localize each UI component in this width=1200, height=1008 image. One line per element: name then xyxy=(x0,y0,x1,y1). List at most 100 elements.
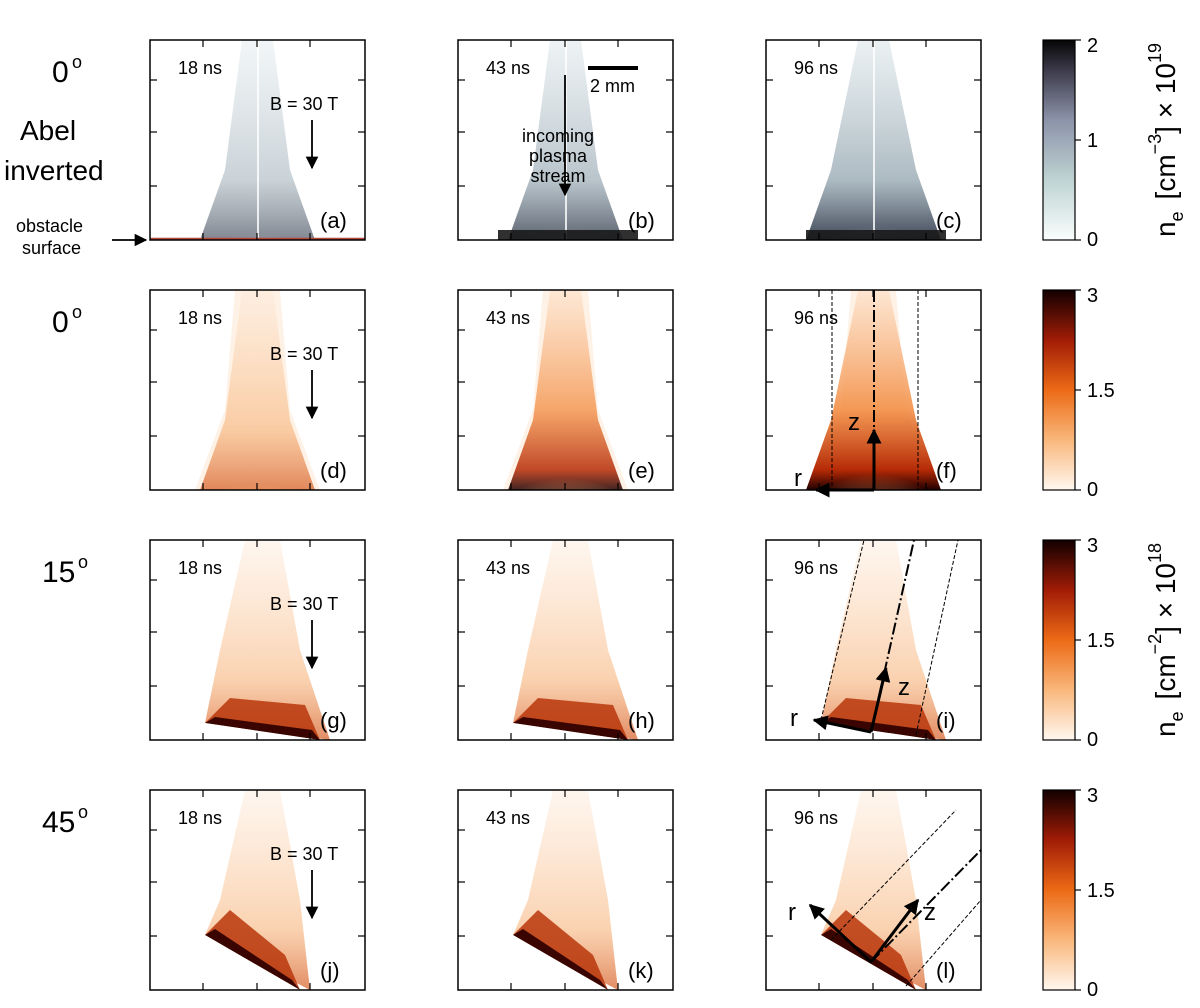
plume-base xyxy=(491,430,641,490)
colorbar-3: 31.50 xyxy=(1042,535,1115,751)
colorbar-max: 3 xyxy=(1087,535,1098,557)
field-label: B = 30 T xyxy=(270,594,338,614)
incoming-label-1: incoming xyxy=(522,126,594,146)
time-label: 43 ns xyxy=(486,308,530,328)
panel-h: 43 ns (h) xyxy=(457,539,674,741)
panel-f: 96 ns (f) z r xyxy=(765,289,982,498)
svg-text:o: o xyxy=(72,302,82,322)
z-label: z xyxy=(848,409,860,436)
units-label-column: ne[cm−2] × 1018 xyxy=(1145,543,1187,737)
obstacle-surface-annotation: obstacle surface xyxy=(16,216,148,258)
panel-e: 43 ns (e) xyxy=(457,289,674,491)
field-label: B = 30 T xyxy=(270,344,338,364)
z-arrow xyxy=(869,898,920,963)
svg-text:Abel: Abel xyxy=(20,115,76,146)
scale-bar-label: 2 mm xyxy=(590,76,635,96)
colorbar-max: 3 xyxy=(1087,285,1098,307)
panel-letter: (b) xyxy=(628,208,655,233)
time-label: 96 ns xyxy=(794,558,838,578)
time-label: 96 ns xyxy=(794,808,838,828)
svg-text:15: 15 xyxy=(42,556,75,589)
axis-line xyxy=(870,849,982,963)
panel-d: 18 ns (d) B = 30 T xyxy=(149,289,366,491)
guide-line xyxy=(915,539,959,736)
colorbar-mid: 1.5 xyxy=(1087,630,1115,652)
svg-text:ne[cm−2] × 1018: ne[cm−2] × 1018 xyxy=(1145,543,1187,737)
colorbar-gradient xyxy=(1042,539,1076,741)
time-label: 18 ns xyxy=(178,808,222,828)
panel-letter: (g) xyxy=(320,708,347,733)
colorbar-mid: 1.5 xyxy=(1087,380,1115,402)
colorbar-max: 3 xyxy=(1087,785,1098,807)
colorbar-gradient xyxy=(1042,289,1076,491)
surface-noise xyxy=(806,230,946,240)
r-arrow xyxy=(808,903,873,964)
r-label: r xyxy=(788,899,796,926)
svg-text:surface: surface xyxy=(22,238,81,258)
colorbar-max: 2 xyxy=(1087,35,1098,57)
r-label: r xyxy=(794,465,802,492)
time-label: 43 ns xyxy=(486,58,530,78)
incoming-label-2: plasma xyxy=(529,146,588,166)
time-label: 96 ns xyxy=(794,308,838,328)
z-label: z xyxy=(924,899,936,926)
surface-noise xyxy=(498,230,638,240)
field-label: B = 30 T xyxy=(270,844,338,864)
svg-text:o: o xyxy=(78,552,88,572)
plume-base xyxy=(203,460,313,490)
obstacle-wedge xyxy=(513,935,608,990)
surface-dense xyxy=(513,717,628,740)
units-label-volume: ne[cm−3] × 1019 xyxy=(1145,43,1187,237)
panel-g: 18 ns (g) B = 30 T xyxy=(149,539,366,741)
surface-dense xyxy=(205,717,320,740)
panel-l: 96 ns (l) z r xyxy=(765,789,982,991)
panel-letter: (h) xyxy=(628,708,655,733)
panel-letter: (k) xyxy=(628,958,654,983)
colorbar-gradient xyxy=(1042,789,1076,991)
svg-text:ne[cm−3] × 1019: ne[cm−3] × 1019 xyxy=(1145,43,1187,237)
incoming-label-3: stream xyxy=(530,166,585,186)
colorbar-mid: 1 xyxy=(1087,130,1098,152)
plume-body xyxy=(205,540,330,740)
svg-text:inverted: inverted xyxy=(4,155,104,186)
guide-line xyxy=(820,539,865,721)
r-arrow xyxy=(812,715,872,734)
z-arrow xyxy=(869,666,891,733)
panel-letter: (l) xyxy=(936,958,956,983)
svg-text:o: o xyxy=(72,52,82,72)
field-label: B = 30 T xyxy=(270,94,338,114)
colorbar-min: 0 xyxy=(1087,729,1098,751)
colorbar-min: 0 xyxy=(1087,479,1098,501)
colorbar-2: 31.50 xyxy=(1042,285,1115,501)
plume-body xyxy=(200,290,315,490)
surface-dense xyxy=(821,717,936,740)
time-label: 43 ns xyxy=(486,808,530,828)
panel-letter: (j) xyxy=(320,958,340,983)
guide-line xyxy=(905,899,982,987)
svg-text:0: 0 xyxy=(52,306,69,339)
obstacle-wedge xyxy=(205,723,320,740)
panel-letter: (i) xyxy=(936,708,956,733)
surface-dense xyxy=(513,929,608,990)
axis-line xyxy=(870,539,915,733)
panel-c: 96 ns (c) xyxy=(765,39,982,241)
time-label: 18 ns xyxy=(178,308,222,328)
row-label-1: 0 o Abel inverted xyxy=(4,52,104,186)
time-label: 18 ns xyxy=(178,58,222,78)
colorbar-1: 2 1 0 xyxy=(1042,35,1098,251)
svg-text:o: o xyxy=(78,802,88,822)
panel-letter: (a) xyxy=(320,208,347,233)
svg-text:45: 45 xyxy=(42,806,75,839)
r-label: r xyxy=(790,705,798,732)
panel-j: 18 ns (j) B = 30 T xyxy=(149,789,366,991)
row-label-3: 15 o xyxy=(42,552,88,589)
panel-i: 96 ns (i) z r xyxy=(765,539,982,741)
panel-letter: (c) xyxy=(936,208,962,233)
obstacle-wedge xyxy=(205,935,300,990)
svg-text:0: 0 xyxy=(52,56,69,89)
time-label: 18 ns xyxy=(178,558,222,578)
colorbar-mid: 1.5 xyxy=(1087,880,1115,902)
obstacle-wedge xyxy=(821,935,916,990)
